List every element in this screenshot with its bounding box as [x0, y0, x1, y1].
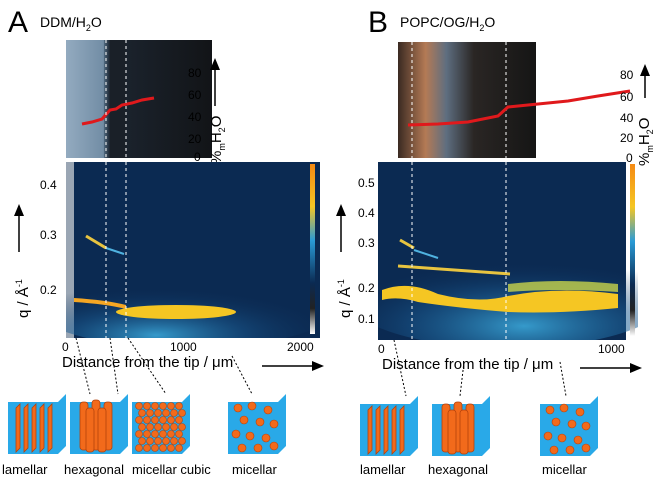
micelle-sphere: [176, 403, 183, 410]
micelle-sphere: [155, 410, 162, 417]
micelle-sphere: [147, 410, 154, 417]
tick-label: 20: [188, 132, 201, 146]
q-axis-label: q / Å-1: [336, 279, 354, 318]
micelle-sphere: [176, 417, 183, 424]
up-arrow-icon: [210, 58, 220, 108]
micellar-diagram: [228, 394, 288, 456]
phase-label: hexagonal: [64, 462, 124, 477]
tick-label: 40: [188, 110, 201, 124]
micelle-sphere: [160, 417, 167, 424]
saxs-heatmap: [66, 162, 320, 338]
panel-title: DDM/H2O: [40, 14, 102, 36]
tick-label: 40: [620, 111, 633, 125]
panel-letter: B: [368, 8, 388, 38]
micelle-sphere: [163, 438, 170, 445]
lamellar-diagram: [8, 394, 68, 456]
tick-label: 0.3: [358, 236, 375, 250]
micelle-sphere: [168, 445, 175, 452]
micelle-sphere: [179, 410, 186, 417]
micellar-cubic-diagram: [132, 394, 192, 456]
micelle-sphere: [139, 424, 146, 431]
tick-label: 0.3: [40, 228, 57, 242]
micelle-sphere: [160, 403, 167, 410]
phase-label: micellar: [542, 462, 587, 477]
micelle-sphere: [160, 431, 167, 438]
panel-letter: A: [8, 8, 28, 38]
micelle-sphere: [160, 445, 167, 452]
micelle-sphere: [152, 445, 159, 452]
hexagonal-diagram: [432, 396, 492, 458]
phase-label: micellar: [232, 462, 277, 477]
micelle-sphere: [155, 438, 162, 445]
up-arrow-icon: [336, 204, 346, 254]
micelle-sphere: [163, 410, 170, 417]
micelle-sphere: [155, 424, 162, 431]
panel-title: POPC/OG/H2O: [400, 14, 495, 36]
water-axis-label: %mH2O: [636, 118, 655, 166]
tick-label: 80: [620, 68, 633, 82]
tick-label: 0.4: [358, 206, 375, 220]
q-axis-label: q / Å-1: [14, 279, 32, 318]
micelle-sphere: [168, 403, 175, 410]
micelle-sphere: [152, 403, 159, 410]
micelle-sphere: [176, 445, 183, 452]
micelle-sphere: [144, 417, 151, 424]
micelle-sphere: [144, 445, 151, 452]
micelle-sphere: [168, 431, 175, 438]
micelle-sphere: [136, 403, 143, 410]
phase-label: micellar cubic: [132, 462, 211, 477]
hexagonal-diagram: [70, 394, 130, 456]
micellar-diagram: [540, 396, 600, 458]
tick-label: 0.5: [358, 176, 375, 190]
micelle-sphere: [139, 410, 146, 417]
micelle-sphere: [136, 431, 143, 438]
micelle-sphere: [144, 403, 151, 410]
micelle-sphere: [171, 438, 178, 445]
micelle-sphere: [147, 438, 154, 445]
lamellar-diagram: [360, 396, 420, 458]
tick-label: 60: [620, 90, 633, 104]
tick-label: 0.2: [358, 281, 375, 295]
tick-label: 20: [620, 131, 633, 145]
micelle-sphere: [179, 438, 186, 445]
micelle-sphere: [179, 424, 186, 431]
micelle-sphere: [176, 431, 183, 438]
micelle-sphere: [152, 431, 159, 438]
micelle-sphere: [136, 417, 143, 424]
micelle-sphere: [144, 431, 151, 438]
micelle-sphere: [163, 424, 170, 431]
tick-label: 0.2: [40, 283, 57, 297]
micelle-sphere: [136, 445, 143, 452]
tick-label: 60: [188, 88, 201, 102]
tick-label: 0.1: [358, 312, 375, 326]
tick-label: 80: [188, 66, 201, 80]
phase-guides: [0, 338, 330, 398]
phase-label: hexagonal: [428, 462, 488, 477]
micelle-sphere: [171, 410, 178, 417]
phase-label: lamellar: [2, 462, 48, 477]
micelle-sphere: [147, 424, 154, 431]
micelle-sphere: [171, 424, 178, 431]
up-arrow-icon: [640, 64, 650, 100]
phase-guides: [340, 340, 640, 400]
phase-label: lamellar: [360, 462, 406, 477]
saxs-heatmap: [378, 162, 638, 340]
micelle-sphere: [139, 438, 146, 445]
micelle-sphere: [168, 417, 175, 424]
up-arrow-icon: [14, 204, 24, 254]
tick-label: 0.4: [40, 178, 57, 192]
water-profile-line: [398, 74, 634, 134]
micelle-sphere: [152, 417, 159, 424]
